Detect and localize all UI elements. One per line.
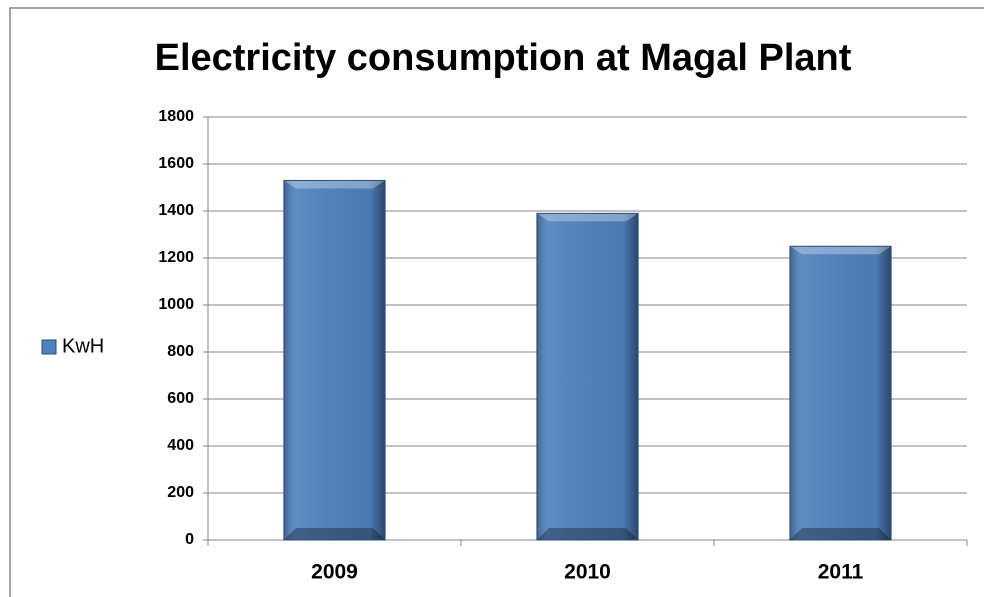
- y-tick-label: 600: [167, 390, 194, 407]
- x-tick-label: 2011: [818, 561, 864, 584]
- bar-bevel-top: [536, 213, 639, 222]
- y-tick-label: 800: [167, 343, 194, 360]
- x-tick-label: 2009: [311, 561, 358, 584]
- y-tick-label: 1000: [158, 296, 194, 313]
- bar-bevel-bottom: [283, 528, 386, 540]
- bar-bevel-top: [283, 180, 386, 189]
- x-tick-label: 2010: [564, 561, 611, 584]
- bar-shade: [536, 213, 639, 540]
- bar-outline: [789, 245, 892, 541]
- y-tick-label: 1600: [158, 155, 194, 172]
- y-tick-label: 1200: [158, 249, 194, 266]
- bar-outline: [536, 212, 639, 541]
- legend-label: KwH: [62, 335, 104, 357]
- chart-title: Electricity consumption at Magal Plant: [155, 37, 852, 79]
- bar-shade: [283, 180, 386, 540]
- y-tick-label: 1800: [158, 108, 194, 125]
- y-tick-label: 0: [185, 531, 194, 548]
- y-tick-label: 200: [167, 484, 194, 501]
- y-tick-label: 1400: [158, 202, 194, 219]
- bar-shade: [789, 246, 892, 540]
- bar-bevel-bottom: [536, 528, 639, 540]
- bar-outline: [283, 179, 386, 541]
- legend-swatch: [41, 339, 57, 355]
- bar-bevel-top: [789, 246, 892, 255]
- bar-bevel-bottom: [789, 528, 892, 540]
- y-tick-label: 400: [167, 437, 194, 454]
